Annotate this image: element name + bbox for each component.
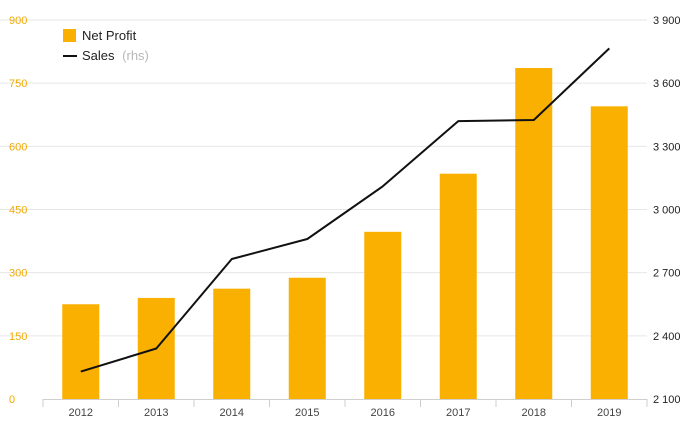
left-axis-tick-label: 150 [9,331,27,343]
legend: Net Profit Sales (rhs) [63,28,149,63]
x-axis-tick-label: 2017 [446,407,470,419]
x-axis-tick-label: 2015 [295,407,319,419]
bar-net-profit [288,277,326,399]
legend-label-net-profit: Net Profit [82,28,137,43]
left-axis-tick-label: 0 [9,394,15,406]
legend-label-sales-rhs: (rhs) [122,48,149,63]
bar-net-profit [590,106,628,400]
right-axis-tick-label: 3 600 [653,78,681,90]
bar-net-profit [439,173,477,399]
bar-net-profit [62,304,100,399]
legend-swatch-net-profit [63,29,76,42]
right-axis-tick-label: 3 900 [653,15,681,27]
bar-net-profit [364,231,402,399]
x-axis-tick-label: 2018 [522,407,546,419]
line-sales [80,47,610,373]
net-profit-bars [62,68,628,400]
right-axis-tick-label: 2 100 [653,394,681,406]
left-axis-tick-label: 450 [9,205,27,217]
right-axis-tick-label: 2 400 [653,331,681,343]
x-axis-tick-label: 2014 [220,407,244,419]
right-axis-tick-label: 3 000 [653,205,681,217]
left-axis-tick-label: 600 [9,141,27,153]
x-axis-tick-label: 2013 [144,407,168,419]
legend-label-sales: Sales (rhs) [82,48,149,63]
left-axis-tick-label: 750 [9,78,27,90]
x-axis-tick-label: 2019 [597,407,621,419]
left-axis-tick-label: 900 [9,15,27,27]
bar-net-profit [213,288,251,399]
right-axis-tick-label: 2 700 [653,268,681,280]
axes: 0 150 300 450 600 750 900 2 100 2 400 2 700 3 000 3… [9,15,681,419]
legend-label-sales-name: Sales [82,48,115,63]
x-axis-tick-label: 2016 [371,407,395,419]
bar-net-profit [515,68,553,400]
left-axis-tick-label: 300 [9,268,27,280]
right-axis-tick-label: 3 300 [653,141,681,153]
x-axis-tick-label: 2012 [69,407,93,419]
sales-line-layer [80,47,610,373]
